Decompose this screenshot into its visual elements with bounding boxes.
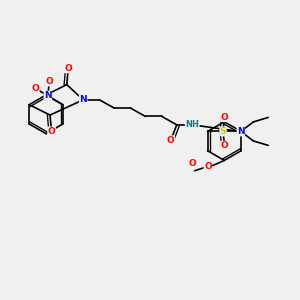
Text: N: N (237, 127, 245, 136)
Text: O: O (220, 141, 228, 150)
Text: N: N (44, 91, 52, 100)
Text: O: O (167, 136, 175, 145)
Text: O: O (64, 64, 72, 73)
Text: O: O (48, 127, 56, 136)
Text: O: O (32, 84, 39, 93)
Text: O: O (204, 162, 212, 171)
Text: N: N (79, 95, 87, 104)
Text: O: O (46, 77, 53, 86)
Text: S: S (220, 127, 226, 136)
Text: O: O (220, 113, 228, 122)
Text: NH: NH (185, 120, 199, 129)
Text: O: O (189, 160, 196, 169)
